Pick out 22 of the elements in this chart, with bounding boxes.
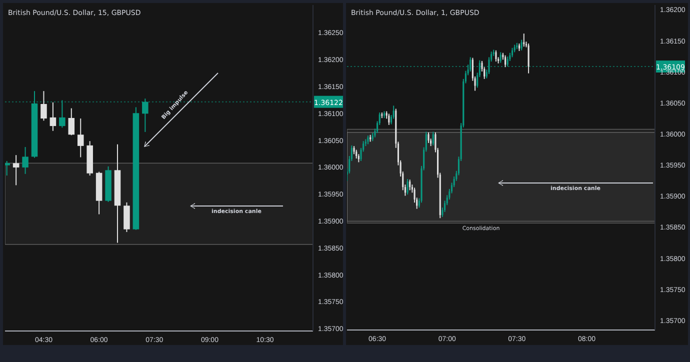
candlestick — [77, 118, 84, 158]
candlestick — [388, 113, 390, 126]
candlestick — [511, 47, 514, 58]
candlestick — [528, 43, 530, 74]
candlestick — [520, 39, 522, 51]
candlestick — [59, 100, 66, 128]
candlestick — [504, 54, 506, 68]
candlestick — [12, 154, 20, 186]
candlestick — [124, 202, 130, 233]
candlestick — [50, 102, 56, 132]
candlestick — [500, 52, 502, 64]
candlestick — [506, 56, 508, 68]
candlestick — [142, 98, 148, 132]
candlestick — [428, 132, 430, 144]
candlestick — [495, 50, 497, 62]
candlestick — [432, 131, 434, 146]
candlestick — [22, 146, 28, 174]
candlestick — [68, 108, 75, 136]
candlestick — [40, 90, 47, 122]
candlestick — [406, 178, 408, 196]
candlestick — [409, 179, 411, 191]
candlestick — [470, 56, 472, 72]
